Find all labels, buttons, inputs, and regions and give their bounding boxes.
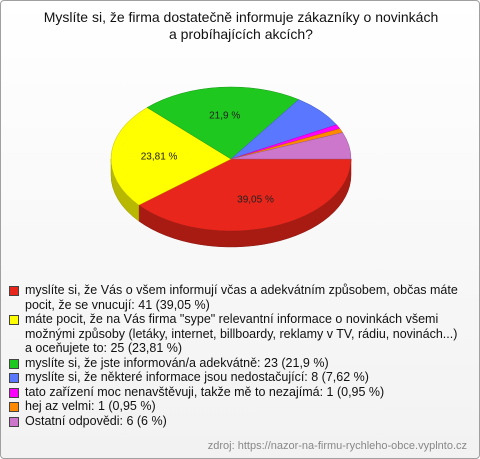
legend-label: myslíte si, že některé informace jsou ne… [25, 370, 369, 384]
legend-label: tato zařízení moc nenavštěvuji, takže mě… [25, 384, 385, 399]
legend-item: myslíte si, že jste informován/a adekvát… [9, 356, 459, 371]
legend-item: Ostatní odpovědi: 6 (6 %) [9, 414, 459, 429]
slice-label: 23,81 % [141, 151, 178, 162]
legend-item: myslíte si, že Vás o všem informují včas… [9, 283, 459, 312]
slice-label: 21,9 % [209, 111, 240, 122]
slice [146, 86, 300, 160]
legend-item: hej az velmi: 1 (0,95 %) [9, 399, 459, 414]
legend-label: hej az velmi: 1 (0,95 %) [25, 399, 156, 413]
legend-swatch [9, 286, 19, 296]
chart-title: Myslíte si, že firma dostatečně informuj… [43, 9, 439, 42]
legend-item: myslíte si, že některé informace jsou ne… [9, 370, 459, 385]
slice [230, 132, 352, 160]
slice-label: 39,05 % [237, 194, 274, 205]
legend-label: myslíte si, že Vás o všem informují včas… [25, 283, 458, 312]
source: zdroj: https://nazor-na-firmu-rychleho-o… [207, 440, 467, 452]
slice [138, 158, 352, 232]
legend-label: máte pocit, že na Vás firma "sype" relev… [25, 312, 458, 355]
legend-swatch [9, 387, 19, 398]
pie-chart: 39,05 % 23,81 % 21,9 % [110, 86, 352, 248]
legend-swatch [9, 402, 19, 412]
legend: myslíte si, že Vás o všem informují včas… [9, 283, 459, 428]
slice [110, 107, 232, 206]
legend-swatch [9, 358, 19, 369]
legend-swatch [9, 373, 19, 383]
legend-label: Ostatní odpovědi: 6 (6 %) [25, 413, 167, 428]
legend-item: tato zařízení moc nenavštěvuji, takže mě… [9, 385, 459, 400]
legend-swatch [9, 416, 19, 427]
legend-swatch [9, 315, 19, 325]
legend-item: máte pocit, že na Vás firma "sype" relev… [9, 312, 459, 356]
legend-label: myslíte si, že jste informován/a adekvát… [25, 355, 329, 370]
